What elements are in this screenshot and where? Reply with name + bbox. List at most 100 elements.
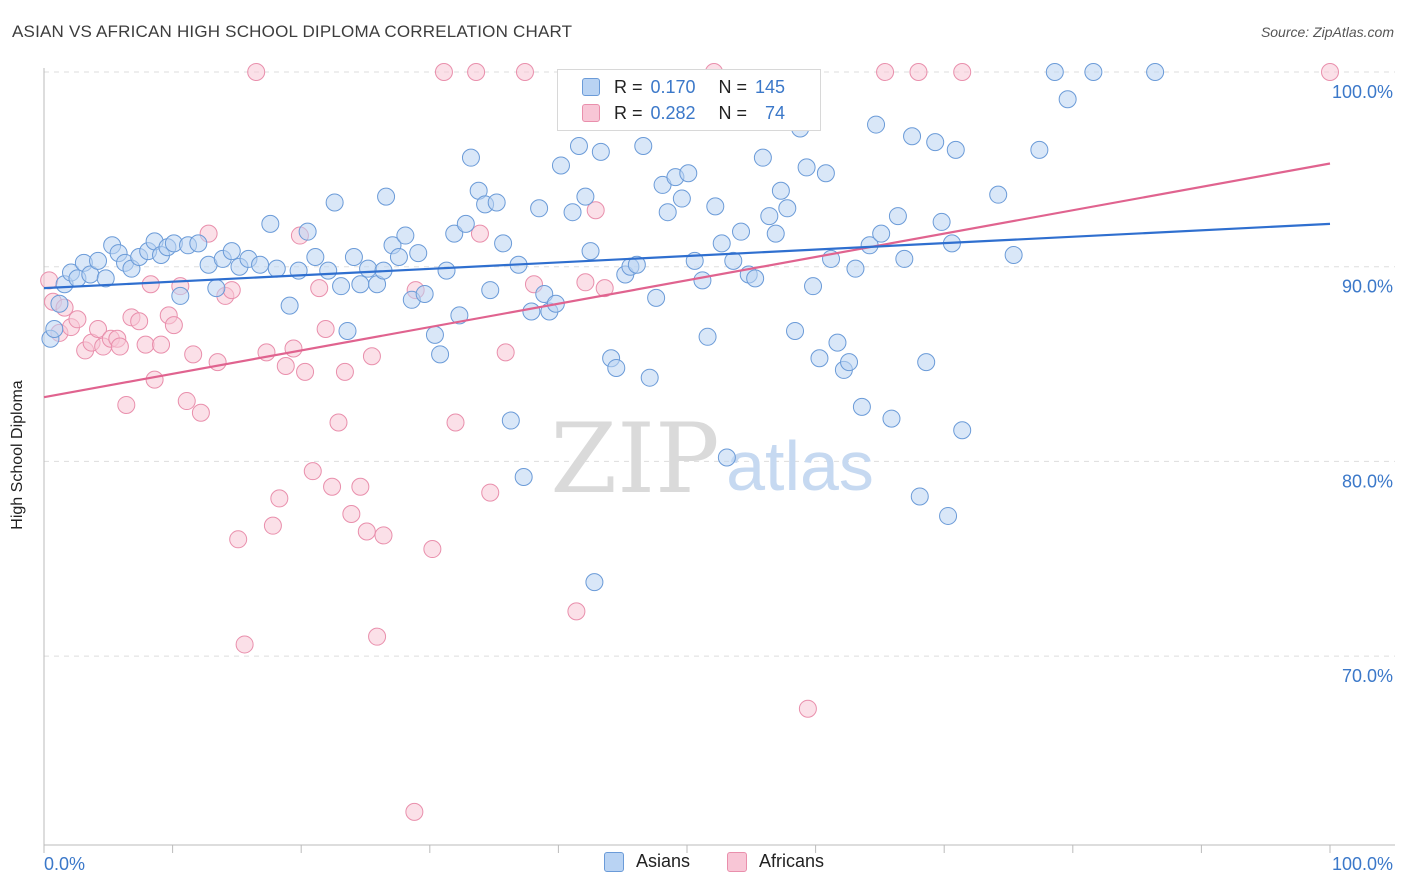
asians-trend-line [43,222,1331,290]
asians-point [514,467,533,486]
asians-point [852,397,871,416]
source-label: Source: ZipAtlas.com [1260,24,1394,40]
africans-point [423,540,442,559]
asians-point [926,133,945,152]
asians-point [693,271,712,290]
asians-point [487,193,506,212]
asians-point [846,259,865,278]
asians-point [89,251,108,270]
asians-point [585,573,604,592]
africans-swatch [727,851,747,872]
asians-point [431,345,450,364]
asians-point [679,164,698,183]
legend-item-asians[interactable]: Asians [604,851,690,872]
y-tick-label: 100.0% [1332,82,1393,102]
africans-point [368,627,387,646]
africans-point [276,357,295,376]
asians-point [706,197,725,216]
asians-point [569,136,588,155]
africans-point [89,320,108,339]
asians-point [753,148,772,167]
asians-swatch [604,851,624,872]
asians-point [804,277,823,296]
africans-trend-line [43,162,1331,399]
asians-point [634,136,653,155]
n-label: N = [718,102,748,123]
africans-point [329,413,348,432]
asians-point [939,506,958,525]
asians-point [816,164,835,183]
asians-point [640,368,659,387]
asians-point [351,275,370,294]
africans-point [446,413,465,432]
asians-point [895,249,914,268]
y-axis-label: High School Diploma [9,380,26,530]
africans-point [342,504,361,523]
asians-point [332,277,351,296]
asians-point [261,214,280,233]
asians-point [607,358,626,377]
asians-point [882,409,901,428]
asians-point [1084,63,1103,81]
africans-point [152,335,171,354]
n-value: 74 [765,102,786,123]
asians-point [1058,90,1077,109]
asians-point [344,247,363,266]
asians-point [797,158,816,177]
africans-point [576,273,595,292]
africans-point [145,370,164,389]
asians-point [672,189,691,208]
africans-point [284,339,303,358]
africans-point [316,320,335,339]
y-tick-label: 80.0% [1342,471,1393,491]
asians-point [359,259,378,278]
asians-point [647,288,666,307]
x-tick-label: 100.0% [1332,854,1393,874]
asians-point [1004,246,1023,265]
africans-point [595,279,614,298]
asians-point [1146,63,1165,81]
asians-point [840,353,859,372]
n-value: 145 [755,76,786,97]
africans-point [567,602,586,621]
n-label: N = [718,76,748,97]
africans-point [876,63,895,81]
africans-point [184,345,203,364]
asians-point [989,185,1008,204]
r-label: R = [614,76,643,97]
asians-point [437,261,456,280]
asians-point [251,255,270,274]
asians-point [563,203,582,222]
x-tick-label: 0.0% [44,854,85,874]
correlation-legend: R = 0.170 N = 145 R = 0.282 N = 74 [557,69,821,131]
africans-point [515,63,534,81]
africans-point [263,516,282,535]
asians-point [766,224,785,243]
africans-point [1321,63,1339,81]
asians-point [953,421,972,440]
asians-point [627,255,646,274]
asians-point [810,349,829,368]
asians-swatch [582,78,600,96]
africans-point [798,699,817,718]
y-tick-label: 70.0% [1342,666,1393,686]
africans-point [405,802,424,821]
africans-point [110,337,129,356]
asians-point [494,234,513,253]
asians-point [189,234,208,253]
asians-point [222,242,241,261]
asians-point [591,142,610,161]
asians-point [698,327,717,346]
asians-point [267,259,286,278]
asians-point [207,279,226,298]
africans-swatch [582,104,600,122]
africans-point [351,477,370,496]
africans-point [164,316,183,335]
africans-point [296,362,315,381]
legend-item-africans[interactable]: Africans [727,851,824,872]
africans-point [141,275,160,294]
asians-point [319,261,338,280]
africans-point [229,530,248,549]
africans-point [68,310,87,329]
africans-point [467,63,486,81]
